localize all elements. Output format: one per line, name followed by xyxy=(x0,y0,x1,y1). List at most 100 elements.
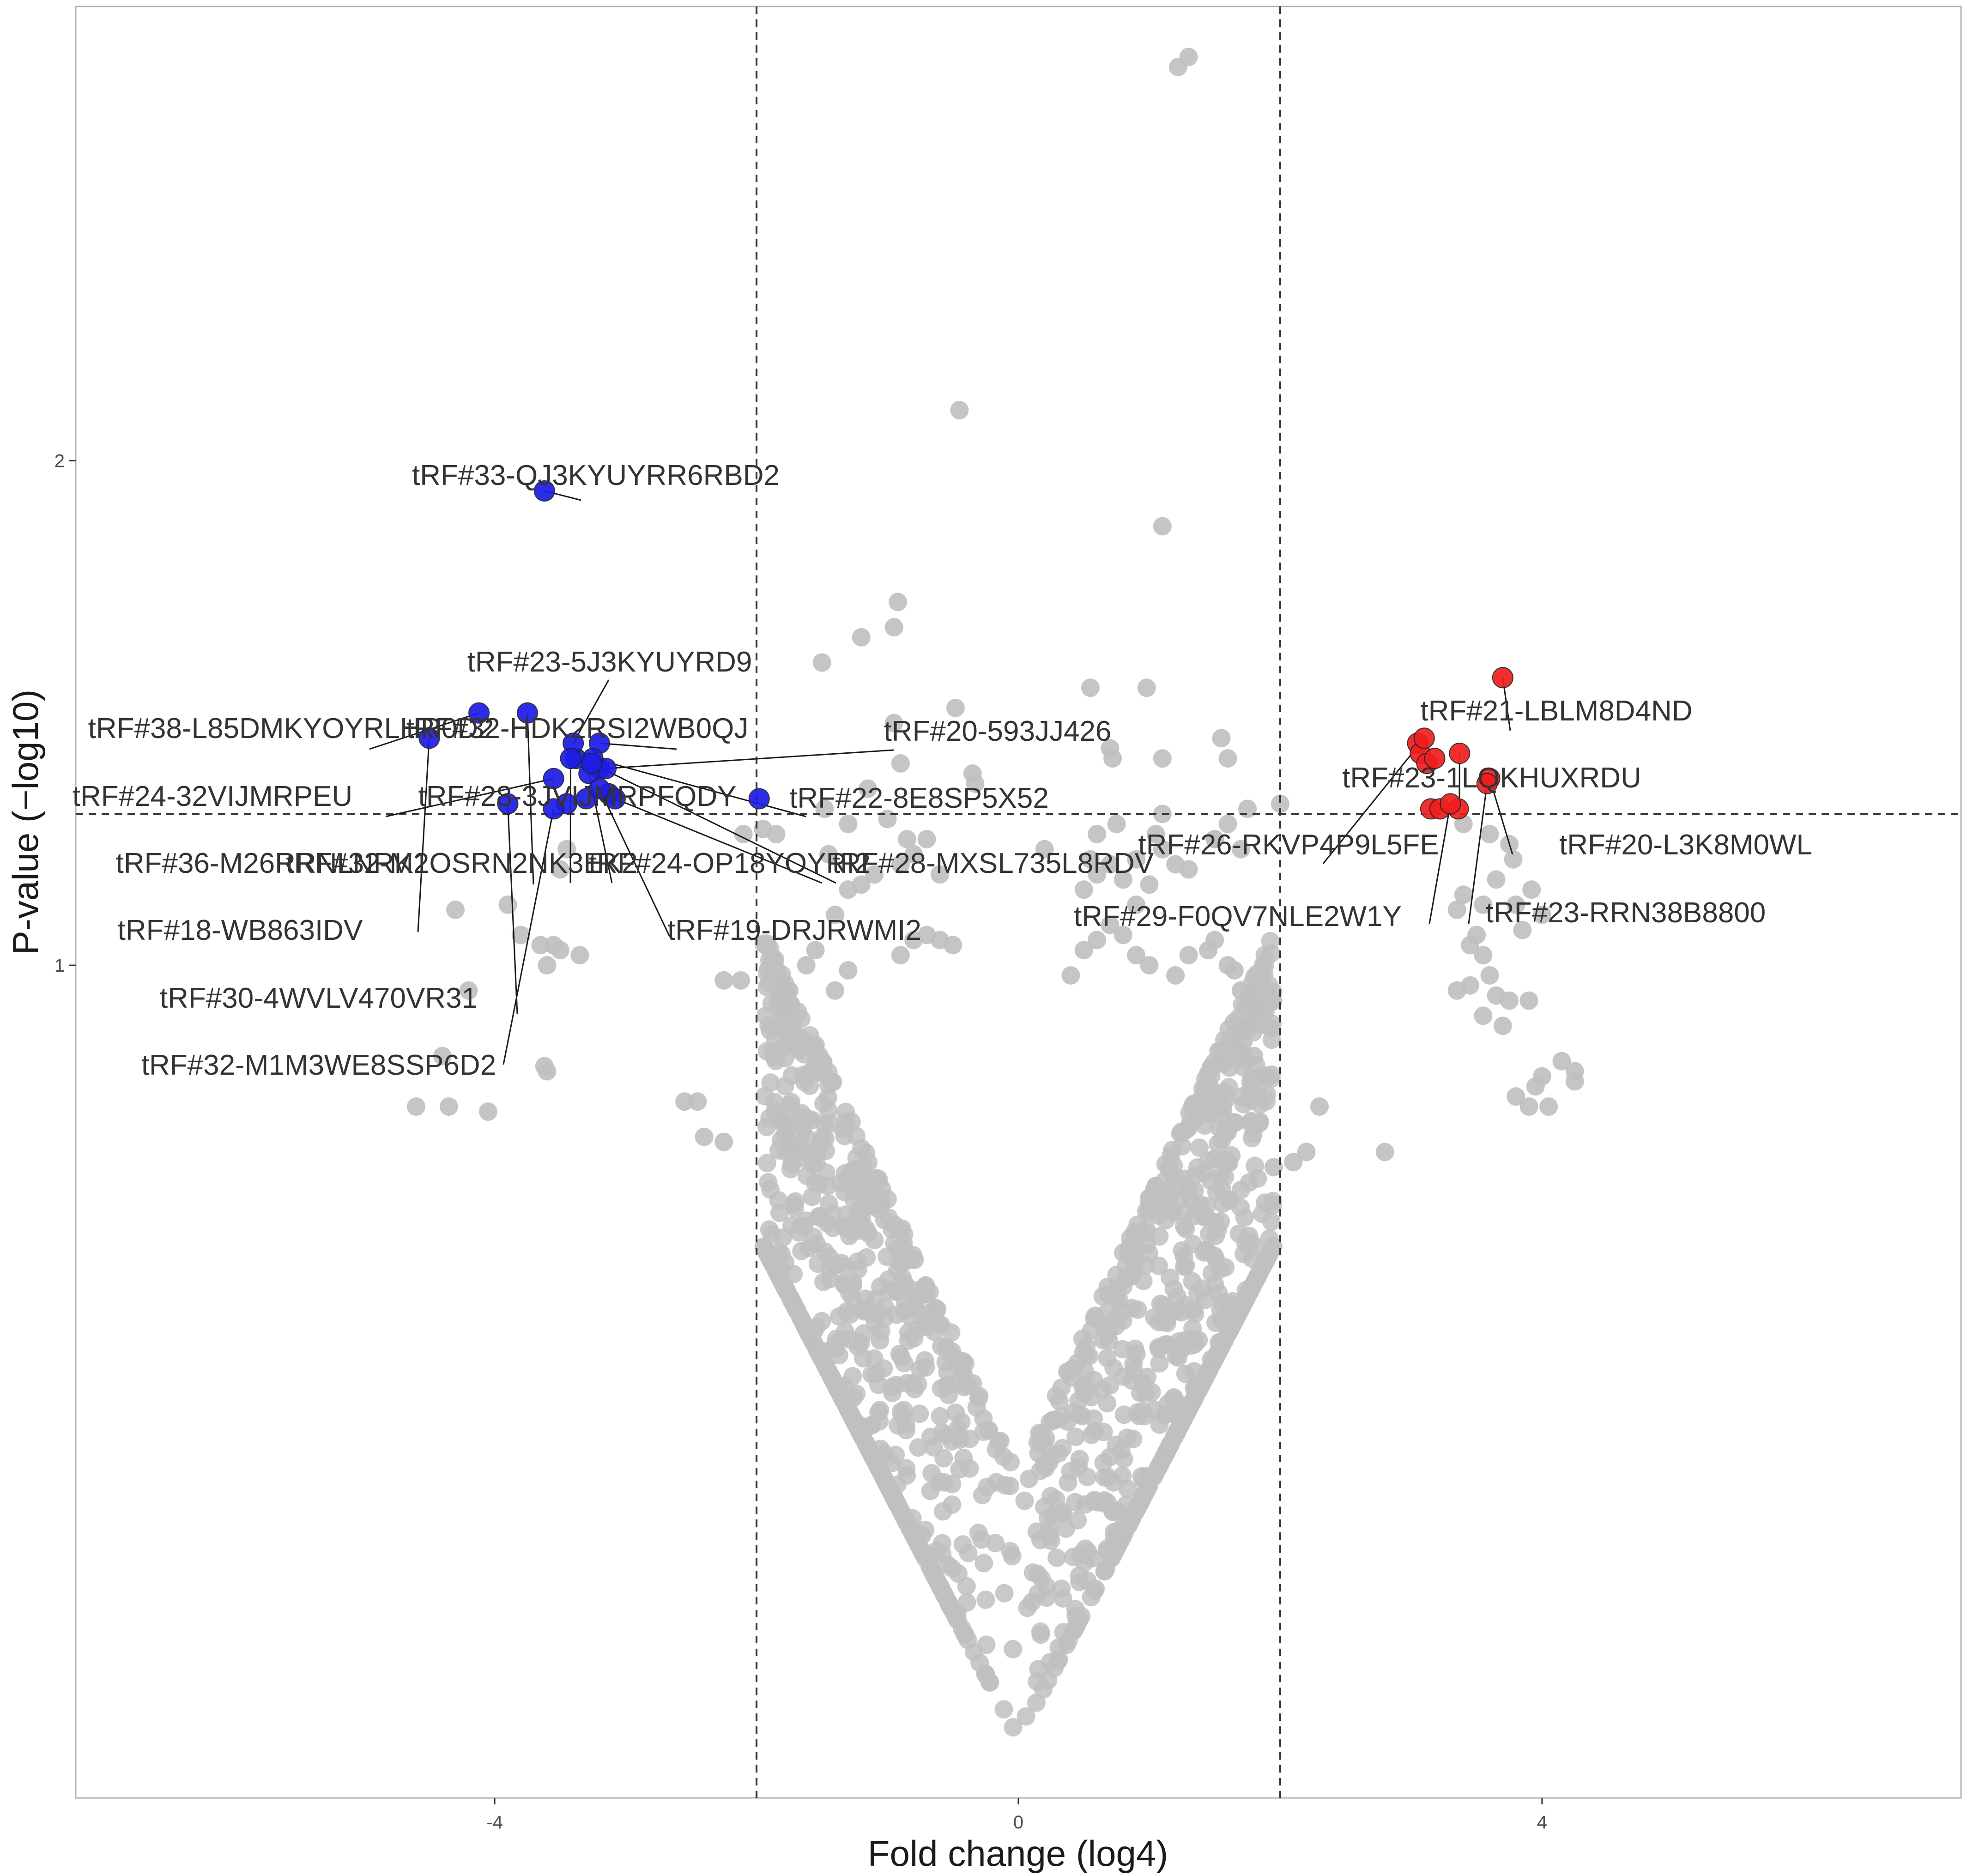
nonsignificant-point xyxy=(995,1584,1014,1603)
nonsignificant-point xyxy=(957,1593,976,1612)
nonsignificant-point xyxy=(780,981,799,1000)
nonsignificant-point xyxy=(917,829,936,848)
nonsignificant-point xyxy=(795,1045,814,1064)
label-leader-line xyxy=(593,757,806,817)
nonsignificant-point xyxy=(1175,1331,1194,1350)
nonsignificant-point xyxy=(538,956,557,975)
nonsignificant-point xyxy=(1128,1300,1147,1319)
nonsignificant-point xyxy=(1474,946,1493,965)
nonsignificant-point xyxy=(773,1112,792,1131)
nonsignificant-point xyxy=(883,1378,902,1397)
nonsignificant-point xyxy=(531,936,550,955)
nonsignificant-point xyxy=(946,1403,965,1422)
nonsignificant-point xyxy=(953,1535,972,1554)
nonsignificant-point xyxy=(1474,895,1493,914)
nonsignificant-point xyxy=(1206,1313,1225,1332)
nonsignificant-point xyxy=(1081,850,1100,869)
nonsignificant-point xyxy=(1127,946,1146,965)
nonsignificant-point xyxy=(1203,1057,1222,1076)
nonsignificant-point xyxy=(1262,1212,1281,1231)
nonsignificant-point xyxy=(1261,932,1280,950)
nonsignificant-point xyxy=(1253,956,1272,974)
nonsignificant-point xyxy=(920,1283,939,1301)
nonsignificant-point xyxy=(1310,1097,1329,1116)
point-label: tRF#32-M2OSRN2NK3EK2 xyxy=(286,847,638,879)
label-leader-line xyxy=(1428,804,1451,924)
nonsignificant-point xyxy=(917,1318,936,1337)
nonsignificant-point xyxy=(943,1559,962,1578)
nonsignificant-point xyxy=(1184,1300,1203,1319)
nonsignificant-point xyxy=(1101,855,1120,874)
nonsignificant-point xyxy=(1297,1143,1316,1162)
upregulated-point xyxy=(1492,667,1513,689)
nonsignificant-points xyxy=(407,48,1584,1737)
nonsignificant-point xyxy=(1500,991,1519,1010)
nonsignificant-point xyxy=(1254,1255,1273,1274)
nonsignificant-point xyxy=(898,829,917,848)
nonsignificant-point xyxy=(1031,1622,1050,1641)
nonsignificant-point xyxy=(1053,1504,1071,1523)
nonsignificant-point xyxy=(1142,1383,1161,1402)
nonsignificant-point xyxy=(944,936,962,955)
label-leader-line xyxy=(599,788,671,937)
nonsignificant-point xyxy=(1036,1429,1055,1448)
nonsignificant-point xyxy=(857,1248,876,1267)
nonsignificant-point xyxy=(1565,1072,1584,1091)
label-leader-line xyxy=(507,804,518,1014)
nonsignificant-point xyxy=(819,845,838,864)
nonsignificant-point xyxy=(859,779,878,798)
label-leader-line xyxy=(417,738,430,932)
nonsignificant-point xyxy=(934,1584,953,1603)
downregulated-point xyxy=(418,727,440,749)
point-label: tRF#23-RRN38B8800 xyxy=(1486,897,1766,929)
significant-points xyxy=(418,480,1513,820)
nonsignificant-point xyxy=(1271,794,1289,813)
nonsignificant-point xyxy=(1103,749,1122,768)
nonsignificant-point xyxy=(1070,1566,1089,1585)
nonsignificant-point xyxy=(826,905,845,924)
upregulated-point xyxy=(1424,748,1446,769)
label-leader-line xyxy=(385,778,554,817)
nonsignificant-point xyxy=(734,824,753,843)
label-leader-line xyxy=(527,713,534,885)
nonsignificant-point xyxy=(1166,855,1185,874)
upregulated-point xyxy=(1413,727,1435,749)
point-label: tRF#38-L85DMKYOYRLHR0D2 xyxy=(88,713,494,744)
nonsignificant-point xyxy=(1183,1272,1202,1291)
nonsignificant-point xyxy=(1146,824,1165,843)
label-leader-line xyxy=(502,809,555,1065)
nonsignificant-point xyxy=(1175,1121,1194,1140)
nonsignificant-point xyxy=(1151,1454,1170,1473)
nonsignificant-point xyxy=(931,1407,950,1426)
nonsignificant-point xyxy=(1047,1548,1066,1567)
nonsignificant-point xyxy=(407,1097,426,1116)
nonsignificant-point xyxy=(799,1109,817,1128)
nonsignificant-point xyxy=(903,1374,922,1392)
nonsignificant-point xyxy=(879,1208,898,1227)
nonsignificant-point xyxy=(943,1475,962,1494)
nonsignificant-point xyxy=(870,1304,889,1323)
nonsignificant-point xyxy=(1253,1015,1271,1034)
point-label: tRF#23-1LQKHUXRDU xyxy=(1342,762,1641,794)
nonsignificant-point xyxy=(1088,931,1107,950)
nonsignificant-point xyxy=(1264,1158,1283,1177)
nonsignificant-point xyxy=(1017,1707,1035,1726)
nonsignificant-point xyxy=(1074,1384,1093,1403)
nonsignificant-point xyxy=(760,1021,779,1040)
point-label: tRF#36-M26RRNLNRK1 xyxy=(116,847,430,879)
nonsignificant-point xyxy=(786,1198,805,1217)
nonsignificant-point xyxy=(916,1520,935,1539)
nonsignificant-point xyxy=(1015,1491,1034,1510)
nonsignificant-point xyxy=(1460,936,1479,955)
nonsignificant-point xyxy=(1001,1452,1020,1471)
nonsignificant-point xyxy=(1240,1083,1259,1101)
nonsignificant-point xyxy=(1107,815,1126,834)
nonsignificant-point xyxy=(1037,1577,1056,1596)
nonsignificant-point xyxy=(1149,1256,1168,1275)
nonsignificant-point xyxy=(1074,941,1093,960)
nonsignificant-point xyxy=(1100,1331,1119,1350)
nonsignificant-point xyxy=(1245,1115,1264,1134)
x-tick-label: 4 xyxy=(1537,1812,1547,1833)
nonsignificant-point xyxy=(1216,1258,1235,1277)
nonsignificant-point xyxy=(1177,1404,1196,1422)
